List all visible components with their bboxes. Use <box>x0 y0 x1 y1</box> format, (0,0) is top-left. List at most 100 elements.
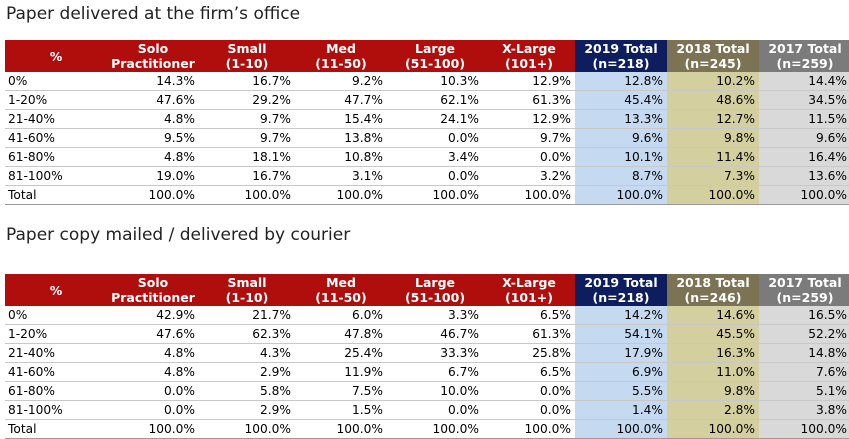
table-cell: 10.8% <box>295 147 387 167</box>
table-row: 1-20% 47.6% 29.2% 47.7% 62.1% 61.3% 45.4% 48.6%… <box>5 90 849 110</box>
header-line-2: (n=218) <box>592 56 650 71</box>
table-cell: 61.3% <box>483 90 575 110</box>
table-cell: 3.2% <box>483 166 575 186</box>
table-cell: 100.0% <box>387 185 483 205</box>
header-line-2: (11-50) <box>315 290 367 305</box>
table-cell: 6.5% <box>483 362 575 382</box>
header-line-1: Small <box>227 275 267 290</box>
table-row: 81-100% 0.0% 2.9% 1.5% 0.0% 0.0% 1.4% 2.8% 3.8% <box>5 400 849 420</box>
table-cell: 9.5% <box>107 128 199 148</box>
header-line-2: (1-10) <box>225 290 269 305</box>
row-label: 81-100% <box>5 400 107 420</box>
table-cell: 2.8% <box>667 400 759 420</box>
header-2017-total: 2017 Total (n=259) <box>759 274 849 306</box>
table-cell: 12.7% <box>667 109 759 129</box>
row-label: 0% <box>5 72 107 91</box>
table-cell: 46.7% <box>387 324 483 344</box>
table-row: 41-60% 4.8% 2.9% 11.9% 6.7% 6.5% 6.9% 11.0% 7.6% <box>5 362 849 382</box>
table-cell: 62.1% <box>387 90 483 110</box>
header-solo: Solo Practitioner <box>107 274 199 306</box>
table-cell: 100.0% <box>483 185 575 205</box>
table-cell: 3.3% <box>387 306 483 325</box>
table-cell: 47.6% <box>107 324 199 344</box>
header-2018-total: 2018 Total (n=246) <box>667 274 759 306</box>
table-cell: 16.7% <box>199 166 295 186</box>
row-label: Total <box>5 419 107 439</box>
table-cell: 25.4% <box>295 343 387 363</box>
header-line-1: Solo <box>137 275 169 290</box>
table-row: 61-80% 4.8% 18.1% 10.8% 3.4% 0.0% 10.1% 11.4% 16… <box>5 147 849 167</box>
table-cell: 6.0% <box>295 306 387 325</box>
table-cell: 9.7% <box>199 109 295 129</box>
table-cell: 100.0% <box>107 185 199 205</box>
header-line-2: (51-100) <box>404 290 466 305</box>
table-cell: 16.4% <box>759 147 849 167</box>
table-cell: 25.8% <box>483 343 575 363</box>
table-row: 0% 42.9% 21.7% 6.0% 3.3% 6.5% 14.2% 14.6% 16.5% <box>5 306 849 325</box>
table-cell: 14.2% <box>575 306 667 325</box>
header-row: % Solo Practitioner Small (1-10) Med (11-50) La… <box>5 274 849 306</box>
header-line-2: (101+) <box>505 290 553 305</box>
header-line-2: (n=259) <box>776 290 834 305</box>
header-line-2: (11-50) <box>315 56 367 71</box>
table-cell: 0.0% <box>483 400 575 420</box>
table-cell: 6.9% <box>575 362 667 382</box>
table-cell: 9.8% <box>667 128 759 148</box>
table-cell: 0.0% <box>387 128 483 148</box>
header-2019-total: 2019 Total (n=218) <box>575 274 667 306</box>
header-line-1: Med <box>326 275 356 290</box>
table-cell: 3.1% <box>295 166 387 186</box>
table-cell: 7.3% <box>667 166 759 186</box>
table-cell: 16.7% <box>199 72 295 91</box>
table-cell: 19.0% <box>107 166 199 186</box>
table-cell: 100.0% <box>575 185 667 205</box>
header-2018-total: 2018 Total (n=245) <box>667 40 759 72</box>
header-line-1: Med <box>326 41 356 56</box>
header-line-1: 2018 Total <box>676 41 750 56</box>
header-line-2: (1-10) <box>225 56 269 71</box>
table-cell: 4.8% <box>107 343 199 363</box>
table-cell: 9.7% <box>483 128 575 148</box>
table-cell: 12.9% <box>483 72 575 91</box>
table-cell: 9.8% <box>667 381 759 401</box>
header-line-1: Small <box>227 41 267 56</box>
header-xlarge: X-Large (101+) <box>483 274 575 306</box>
table-cell: 10.0% <box>387 381 483 401</box>
table-cell: 0.0% <box>107 381 199 401</box>
header-large: Large (51-100) <box>387 274 483 306</box>
table-cell: 16.3% <box>667 343 759 363</box>
header-percent: % <box>5 40 107 72</box>
table-cell: 12.8% <box>575 72 667 91</box>
header-line-2: (n=245) <box>684 56 742 71</box>
header-line-2: (n=259) <box>776 56 834 71</box>
table-cell: 47.6% <box>107 90 199 110</box>
header-solo: Solo Practitioner <box>107 40 199 72</box>
table-cell: 48.6% <box>667 90 759 110</box>
table-cell: 100.0% <box>759 185 849 205</box>
table-cell: 2.9% <box>199 400 295 420</box>
header-line-1: Large <box>415 41 455 56</box>
table-cell: 11.0% <box>667 362 759 382</box>
table-cell: 47.8% <box>295 324 387 344</box>
table-cell: 100.0% <box>295 185 387 205</box>
table-cell: 2.9% <box>199 362 295 382</box>
table-cell: 5.8% <box>199 381 295 401</box>
header-2019-total: 2019 Total (n=218) <box>575 40 667 72</box>
table-cell: 100.0% <box>759 419 849 439</box>
header-line-1: 2017 Total <box>768 41 842 56</box>
table-cell: 1.5% <box>295 400 387 420</box>
header-line-2: (n=246) <box>684 290 742 305</box>
header-row: % Solo Practitioner Small (1-10) Med (11-50) La… <box>5 40 849 72</box>
header-line-1: X-Large <box>502 275 556 290</box>
table-cell: 6.5% <box>483 306 575 325</box>
table-cell: 9.7% <box>199 128 295 148</box>
table-cell: 24.1% <box>387 109 483 129</box>
header-line-1: 2017 Total <box>768 275 842 290</box>
table-cell: 4.8% <box>107 147 199 167</box>
row-label: 1-20% <box>5 324 107 344</box>
header-line-1: 2019 Total <box>584 41 658 56</box>
table-cell: 0.0% <box>387 166 483 186</box>
table-cell: 13.3% <box>575 109 667 129</box>
header-line-2: (51-100) <box>404 56 466 71</box>
table-cell: 10.3% <box>387 72 483 91</box>
